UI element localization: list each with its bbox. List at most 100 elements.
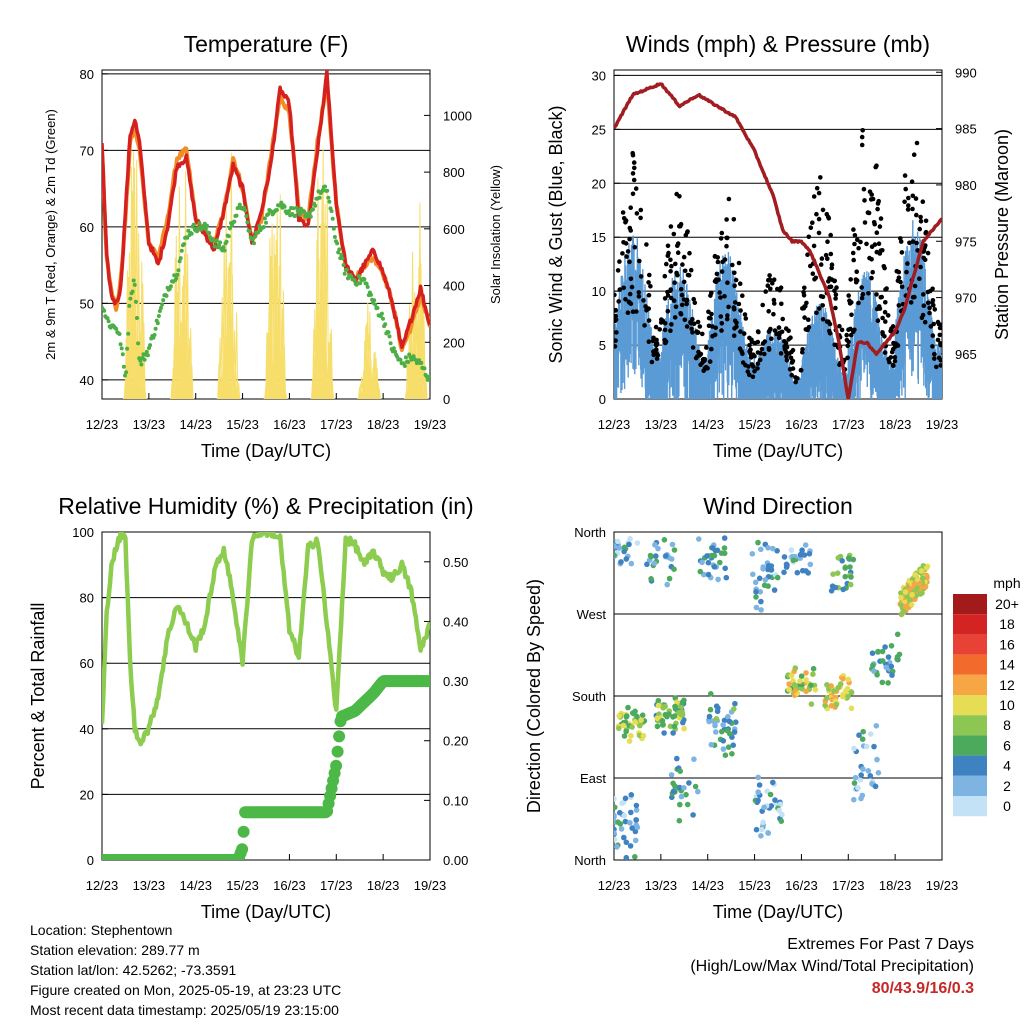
direction-point xyxy=(842,565,848,571)
gust-point xyxy=(790,358,796,364)
direction-point xyxy=(812,687,819,693)
y2-tick-label: 0.50 xyxy=(443,555,468,570)
direction-point xyxy=(625,704,631,711)
y-axis-label: 2m & 9m T (Red, Orange) & 2m Td (Green) xyxy=(43,109,58,360)
direction-point xyxy=(706,713,713,720)
dewpoint-point xyxy=(161,298,166,303)
direction-point xyxy=(758,598,764,605)
dewpoint-point xyxy=(327,199,332,204)
gust-point xyxy=(806,317,811,323)
x-tick-label: 15/23 xyxy=(226,417,259,432)
gust-point xyxy=(770,281,775,286)
dewpoint-point xyxy=(335,241,340,246)
gust-point xyxy=(657,327,662,332)
gust-point xyxy=(848,332,854,338)
gust-point xyxy=(736,301,742,307)
gust-point xyxy=(731,333,737,339)
direction-point xyxy=(679,699,685,706)
dewpoint-point xyxy=(232,219,237,224)
gust-point xyxy=(806,234,812,240)
dewpoint-point xyxy=(164,293,169,298)
legend-label: 18 xyxy=(999,616,1015,632)
y-tick-label: West xyxy=(577,607,607,622)
gust-point xyxy=(749,339,755,345)
direction-point xyxy=(720,738,727,744)
direction-point xyxy=(771,587,778,593)
gust-point xyxy=(852,233,858,238)
gust-point xyxy=(724,316,730,322)
direction-point xyxy=(810,665,817,672)
direction-point xyxy=(614,836,618,843)
y2-tick-label: 0.30 xyxy=(443,674,468,689)
direction-point xyxy=(719,728,725,735)
direction-point xyxy=(875,770,882,776)
relative-humidity-series xyxy=(102,532,430,747)
gust-point xyxy=(636,294,642,299)
gust-point xyxy=(930,344,935,349)
gust-point xyxy=(665,289,670,295)
gust-point xyxy=(759,346,765,352)
gust-point xyxy=(668,257,673,263)
direction-point xyxy=(622,818,629,825)
gust-point xyxy=(679,302,685,308)
direction-point xyxy=(676,784,683,791)
gust-point xyxy=(731,217,737,222)
direction-point xyxy=(767,791,774,798)
gust-point xyxy=(684,324,690,329)
gust-point xyxy=(623,241,629,246)
gust-point xyxy=(623,297,628,302)
dewpoint-point xyxy=(287,209,291,214)
dewpoint-point xyxy=(118,342,123,347)
direction-point xyxy=(671,566,677,572)
direction-point xyxy=(883,664,890,671)
direction-point xyxy=(670,730,676,736)
gust-point xyxy=(682,268,688,274)
dewpoint-point xyxy=(387,334,392,339)
dewpoint-point xyxy=(157,309,162,313)
y2-tick-label: 980 xyxy=(955,178,977,193)
gust-point xyxy=(690,345,696,350)
gust-point xyxy=(758,351,763,356)
dewpoint-point xyxy=(244,214,249,219)
direction-point xyxy=(651,560,658,567)
gust-point xyxy=(625,310,631,316)
gust-point xyxy=(779,329,785,335)
legend-label: 20+ xyxy=(995,596,1019,612)
gust-point xyxy=(653,324,659,330)
gust-point xyxy=(647,272,652,278)
direction-point xyxy=(614,844,620,850)
dewpoint-point xyxy=(398,357,403,362)
direction-point xyxy=(696,536,702,542)
gust-point xyxy=(880,331,885,337)
gust-point xyxy=(907,240,912,246)
gust-point xyxy=(614,338,618,343)
direction-point xyxy=(730,742,736,748)
direction-point xyxy=(615,538,621,545)
gust-point xyxy=(883,319,888,324)
direction-point xyxy=(781,554,788,560)
dewpoint-point xyxy=(341,263,346,267)
direction-point xyxy=(855,785,861,791)
direction-point xyxy=(889,672,895,678)
precip-point xyxy=(331,745,344,758)
y-tick-label: South xyxy=(572,689,606,704)
gust-point xyxy=(789,373,794,378)
speed-color-legend: mph 20+ 18 16 14 12 10 8 6 4 2 0 xyxy=(953,575,1021,817)
direction-point xyxy=(695,788,701,795)
gust-point xyxy=(935,319,941,325)
plot-area xyxy=(614,535,931,860)
gust-point xyxy=(892,355,898,360)
direction-point xyxy=(628,732,634,739)
direction-point xyxy=(756,575,763,582)
dewpoint-point xyxy=(245,220,250,225)
gust-point xyxy=(679,292,685,298)
gust-point xyxy=(847,301,853,306)
gust-point xyxy=(914,212,919,218)
direction-point xyxy=(671,723,678,730)
direction-point xyxy=(634,540,641,546)
gust-point xyxy=(683,232,689,238)
gust-point xyxy=(668,287,674,292)
gust-point xyxy=(862,220,868,225)
y-tick-label: North xyxy=(574,853,606,868)
